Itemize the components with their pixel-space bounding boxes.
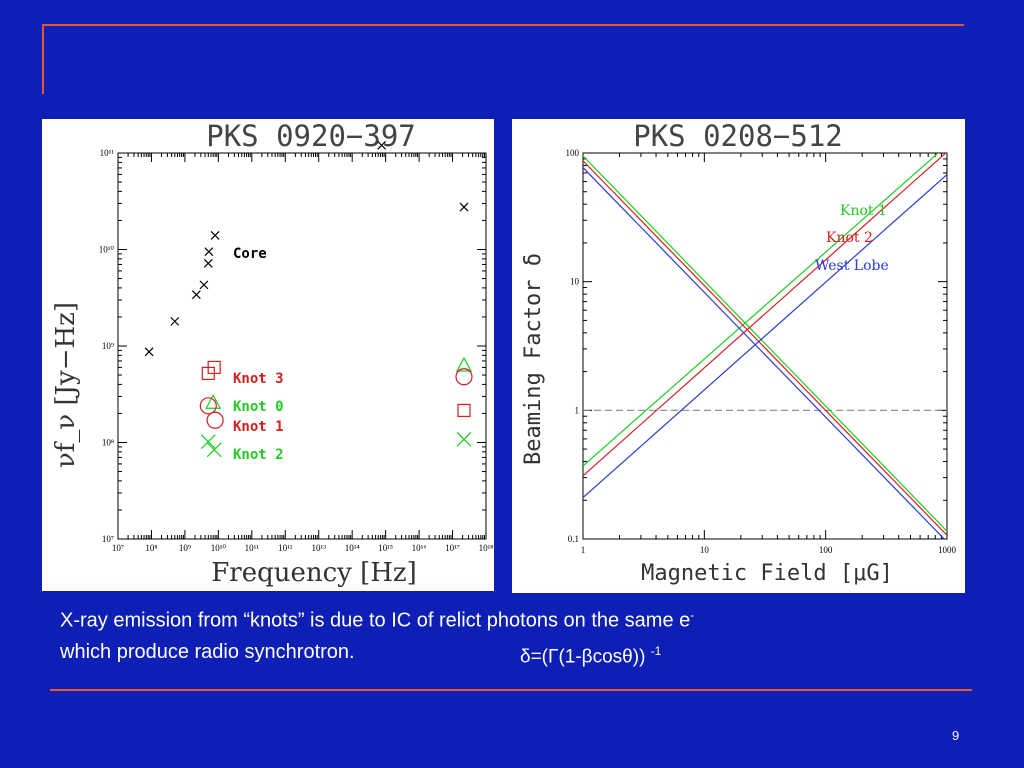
chart1-point-triangle <box>455 356 473 372</box>
chart2-series-group <box>583 153 947 539</box>
chart1-svg: PKS 0920−397 Frequency [Hz] νf_ν [Jy−Hz]… <box>51 119 494 588</box>
page-number: 9 <box>952 728 960 743</box>
chart2-series-line <box>583 160 947 536</box>
chart1-ylabel: νf_ν [Jy−Hz] <box>51 302 81 468</box>
chart1-xtick-label: 10¹⁸ <box>479 543 494 553</box>
chart1-point-x <box>144 347 154 357</box>
chart1-frame <box>117 152 487 540</box>
chart-pks-0208-512: PKS 0208−512 Magnetic Field [μG] Beaming… <box>512 119 965 593</box>
caption-line1: X-ray emission from “knots” is due to IC… <box>60 609 691 632</box>
chart1-point-circle <box>455 368 473 386</box>
chart1-point-x-stroke <box>377 140 387 150</box>
chart2-ytick-label: 1 <box>575 405 580 415</box>
chart1-point-x-stroke <box>200 434 216 450</box>
caption: X-ray emission from “knots” is due to IC… <box>60 600 920 668</box>
chart1-point-x <box>459 202 469 212</box>
chart1-point-x-stroke <box>204 247 214 257</box>
chart2-title: PKS 0208−512 <box>633 119 843 153</box>
chart1-xlabel: Frequency [Hz] <box>211 558 417 588</box>
chart1-point-x <box>456 431 472 447</box>
chart1-ytick-label: 10¹¹ <box>100 148 115 158</box>
chart2-legend-entry: Knot 1 <box>840 203 887 219</box>
chart1-point-circle <box>199 397 217 415</box>
chart1-ytick-label: 10¹⁰ <box>99 245 115 255</box>
chart1-xtick-label: 10¹⁴ <box>345 543 360 553</box>
chart1-point-x <box>210 230 220 240</box>
chart2-xtick-label: 1 <box>581 545 586 555</box>
chart1-point-x <box>199 280 209 290</box>
chart2-xtick-label: 100 <box>819 545 833 555</box>
chart1-point-x <box>206 442 222 458</box>
chart1-xtick-label: 10⁸ <box>145 543 157 553</box>
chart1-legend-entry: Core <box>233 246 267 262</box>
chart1-point-x-stroke <box>206 442 222 458</box>
chart1-point-x-stroke <box>456 431 472 447</box>
chart2-frame <box>582 152 948 540</box>
chart2-series-line <box>583 155 947 532</box>
top-rule <box>42 24 964 26</box>
chart1-point-x-stroke <box>459 202 469 212</box>
chart1-point-square <box>457 403 471 418</box>
chart2-series-line <box>583 174 947 498</box>
chart1-title: PKS 0920−397 <box>206 119 416 153</box>
chart1-legend-entry: Knot 3 <box>233 371 284 387</box>
chart2-xtick-label: 1000 <box>938 545 957 555</box>
chart1-ytick-label: 10⁷ <box>102 534 114 544</box>
caption-line2: which produce radio synchrotron. <box>60 640 355 663</box>
chart1-ytick-label: 10⁹ <box>102 341 114 351</box>
chart1-point-x-stroke <box>203 258 213 268</box>
left-rule <box>42 24 44 94</box>
chart1-point-x-stroke <box>210 230 220 240</box>
chart2-ylabel: Beaming Factor δ <box>521 253 546 465</box>
formula: δ=(Γ(1-βcosθ)) -1 <box>520 644 661 668</box>
chart1-xtick-label: 10¹⁵ <box>378 543 393 553</box>
chart2-legend-entry: Knot 2 <box>826 230 873 246</box>
chart1-ytick-label: 10⁸ <box>102 438 114 448</box>
chart-pks-0920-397: PKS 0920−397 Frequency [Hz] νf_ν [Jy−Hz]… <box>42 119 494 591</box>
chart1-xtick-label: 10⁹ <box>179 543 191 553</box>
chart1-legend-entry: Knot 1 <box>233 419 284 435</box>
chart2-series-line <box>583 153 947 477</box>
chart2-ytick-label: 0.1 <box>568 534 579 544</box>
chart1-point-x <box>203 258 213 268</box>
chart2-svg: PKS 0208−512 Magnetic Field [μG] Beaming… <box>521 119 957 586</box>
formula-superscript: -1 <box>650 644 662 658</box>
chart1-xtick-label: 10¹⁰ <box>211 543 227 553</box>
chart1-xtick-label: 10¹⁶ <box>412 543 427 553</box>
chart1-point-x-stroke <box>144 347 154 357</box>
chart1-point-x <box>200 434 216 450</box>
chart1-point-x <box>191 290 201 300</box>
caption-superscript: - <box>690 608 695 622</box>
chart1-xtick-label: 10¹⁷ <box>445 543 460 553</box>
chart1-xtick-label: 10⁷ <box>112 543 124 553</box>
chart1-point-x <box>377 140 387 150</box>
chart1-legend-entry: Knot 2 <box>233 447 284 463</box>
chart1-xtick-label: 10¹¹ <box>245 543 260 553</box>
chart1-point-triangle <box>205 394 222 409</box>
chart1-xtick-label: 10¹² <box>278 543 293 553</box>
chart1-point-x-stroke <box>199 280 209 290</box>
chart2-xlabel: Magnetic Field [μG] <box>641 561 893 586</box>
chart1-point-square <box>207 360 221 375</box>
chart1-xtick-label: 10¹³ <box>312 543 327 553</box>
chart1-point-x <box>170 316 180 326</box>
chart1-point-x-stroke <box>170 316 180 326</box>
chart1-point-x-stroke <box>191 290 201 300</box>
chart2-series-line <box>583 167 946 539</box>
formula-text: δ=(Γ(1-βcosθ)) <box>520 646 646 668</box>
chart2-ytick-label: 100 <box>566 148 580 158</box>
chart2-xtick-label: 10 <box>700 545 710 555</box>
chart2-legend-entry: West Lobe <box>815 258 889 274</box>
chart2-series-line <box>583 153 940 467</box>
bottom-rule <box>50 689 972 691</box>
chart1-legend-entry: Knot 0 <box>233 399 284 415</box>
chart1-point-circle <box>206 411 224 429</box>
chart1-point-x <box>204 247 214 257</box>
chart2-ytick-label: 10 <box>570 277 580 287</box>
